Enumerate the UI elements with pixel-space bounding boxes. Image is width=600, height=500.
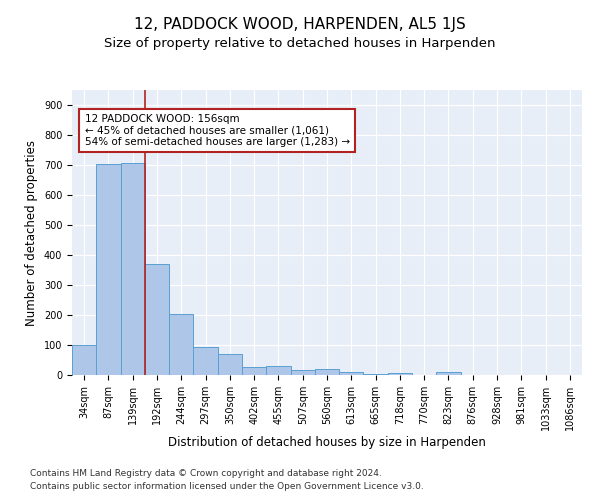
Bar <box>315 369 339 375</box>
Text: 12 PADDOCK WOOD: 156sqm
← 45% of detached houses are smaller (1,061)
54% of semi: 12 PADDOCK WOOD: 156sqm ← 45% of detache… <box>85 114 350 147</box>
Bar <box>290 370 315 375</box>
Bar <box>364 374 388 375</box>
Text: Contains HM Land Registry data © Crown copyright and database right 2024.: Contains HM Land Registry data © Crown c… <box>30 468 382 477</box>
Bar <box>218 354 242 375</box>
Bar <box>388 373 412 375</box>
X-axis label: Distribution of detached houses by size in Harpenden: Distribution of detached houses by size … <box>168 436 486 448</box>
Bar <box>96 164 121 375</box>
Bar <box>145 264 169 375</box>
Bar <box>436 372 461 375</box>
Text: Size of property relative to detached houses in Harpenden: Size of property relative to detached ho… <box>104 38 496 51</box>
Y-axis label: Number of detached properties: Number of detached properties <box>25 140 38 326</box>
Text: Contains public sector information licensed under the Open Government Licence v3: Contains public sector information licen… <box>30 482 424 491</box>
Bar <box>121 163 145 375</box>
Bar <box>242 366 266 375</box>
Bar <box>169 314 193 375</box>
Bar <box>72 345 96 375</box>
Bar <box>266 366 290 375</box>
Bar <box>339 372 364 375</box>
Text: 12, PADDOCK WOOD, HARPENDEN, AL5 1JS: 12, PADDOCK WOOD, HARPENDEN, AL5 1JS <box>134 18 466 32</box>
Bar <box>193 346 218 375</box>
